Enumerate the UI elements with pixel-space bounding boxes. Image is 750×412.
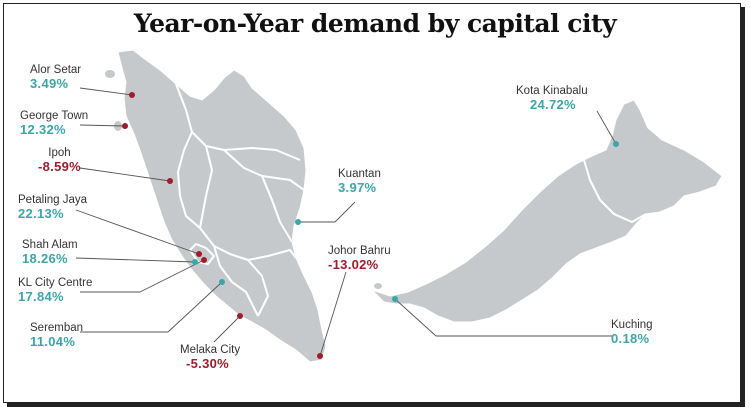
city-value: 3.49%: [30, 76, 69, 92]
city-markers: [122, 92, 619, 359]
map-title: Year-on-Year demand by capital city: [133, 9, 617, 38]
city-value: -5.30%: [186, 356, 229, 372]
marker-johor-bahru: [317, 353, 323, 359]
city-value: 12.32%: [20, 122, 66, 138]
city-value: 3.97%: [338, 180, 377, 196]
city-name: Ipoh: [48, 147, 71, 159]
label-melaka-city: Melaka City -5.30%: [180, 344, 240, 372]
city-name: Alor Setar: [30, 64, 82, 76]
city-value: 17.84%: [18, 289, 64, 305]
city-name: Johor Bahru: [328, 245, 391, 257]
city-value: 22.13%: [18, 206, 64, 222]
city-name: Kota Kinabalu: [516, 85, 588, 97]
marker-kl-city-centre: [201, 257, 207, 263]
city-value: 11.04%: [30, 334, 76, 350]
label-seremban: Seremban 11.04%: [30, 322, 83, 350]
label-johor-bahru: Johor Bahru -13.02%: [328, 245, 391, 273]
city-name: Kuching: [611, 319, 653, 331]
marker-kota-kinabalu: [613, 141, 619, 147]
langkawi-island: [105, 70, 115, 78]
state-borders-peninsular: [175, 83, 305, 317]
marker-shah-alam: [192, 259, 198, 265]
label-petaling-jaya: Petaling Jaya 22.13%: [18, 194, 87, 222]
label-george-town: George Town 12.32%: [20, 110, 88, 138]
marker-kuching: [392, 296, 398, 302]
city-name: Seremban: [30, 322, 84, 334]
state-border-sabah-sarawak: [583, 159, 647, 224]
marker-george-town: [122, 123, 128, 129]
marker-ipoh: [167, 178, 173, 184]
marker-kuantan: [295, 219, 301, 225]
peninsular-malaysia: [117, 49, 327, 363]
city-name: Petaling Jaya: [18, 194, 88, 206]
city-value: -13.02%: [328, 257, 379, 273]
label-kota-kinabalu: Kota Kinabalu 24.72%: [516, 85, 588, 113]
city-value: 18.26%: [22, 251, 68, 267]
label-ipoh: Ipoh -8.59%: [38, 147, 81, 175]
city-value: -8.59%: [38, 159, 81, 175]
label-alor-setar: Alor Setar 3.49%: [30, 64, 81, 92]
leader-lines: [75, 87, 617, 357]
label-kl-city-centre: KL City Centre 17.84%: [18, 277, 92, 305]
marker-melaka-city: [237, 313, 243, 319]
east-malaysia: [371, 99, 723, 323]
label-shah-alam: Shah Alam 18.26%: [22, 239, 78, 267]
city-value: 24.72%: [530, 97, 576, 113]
label-kuching: Kuching 0.18%: [611, 319, 653, 347]
label-kuantan: Kuantan 3.97%: [338, 168, 381, 196]
city-name: George Town: [20, 110, 89, 122]
city-name: KL City Centre: [18, 277, 93, 289]
city-name: Shah Alam: [22, 239, 78, 251]
city-name: Melaka City: [180, 344, 241, 356]
marker-alor-setar: [129, 92, 135, 98]
marker-petaling-jaya: [196, 251, 202, 257]
city-value: 0.18%: [611, 331, 650, 347]
marker-seremban: [219, 279, 225, 285]
sarawak-coast-island: [374, 283, 382, 289]
city-name: Kuantan: [338, 168, 381, 180]
